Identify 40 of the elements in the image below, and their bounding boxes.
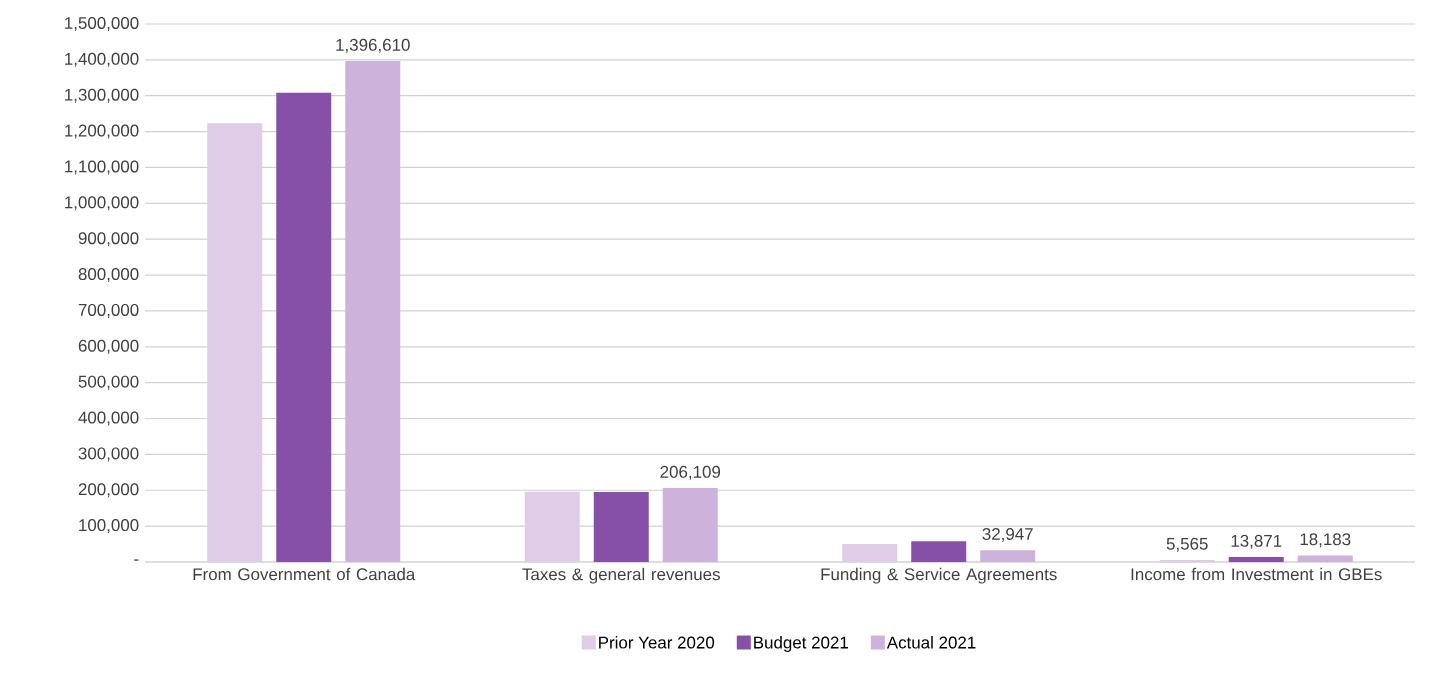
bar [276, 92, 332, 562]
y-tick-label: 1,300,000 [65, 88, 139, 103]
bar [911, 541, 967, 562]
x-tick-label: Taxes & general revenues [522, 567, 720, 584]
x-tick-label: Income from Investment in GBEs [1131, 567, 1382, 581]
y-tick-label: 600,000 [78, 339, 139, 354]
legend-label: Actual 2021 [886, 636, 976, 649]
y-tick-label: - [134, 559, 139, 561]
y-tick-label: 1,400,000 [65, 52, 139, 67]
y-tick-label: 700,000 [78, 303, 139, 318]
bar [345, 61, 401, 562]
data-label: 13,871 [1231, 534, 1282, 549]
data-label: 1,396,610 [336, 38, 410, 53]
bar [1297, 555, 1353, 562]
bar [1228, 557, 1284, 562]
bar [842, 544, 898, 562]
y-tick-label: 1,000,000 [65, 196, 139, 211]
bar [207, 123, 263, 562]
y-tick-label: 800,000 [78, 268, 139, 283]
y-tick-label: 500,000 [78, 375, 139, 390]
bar [593, 492, 649, 562]
y-tick-label: 100,000 [79, 519, 139, 534]
legend-label: Prior Year 2020 [599, 636, 715, 649]
y-tick-label: 300,000 [78, 447, 139, 462]
y-tick-label: 900,000 [78, 232, 139, 247]
data-label: 32,947 [982, 527, 1033, 542]
data-label: 5,565 [1166, 537, 1208, 552]
y-tick-label: 1,500,000 [65, 16, 139, 31]
y-tick-label: 1,200,000 [65, 124, 139, 139]
bar [524, 491, 580, 562]
y-tick-label: 400,000 [78, 411, 139, 426]
x-tick-label: Funding & Service Agreements [821, 567, 1057, 584]
legend-label: Budget 2021 [754, 636, 848, 652]
bar [662, 488, 718, 562]
y-tick-label: 1,100,000 [65, 160, 139, 175]
y-tick-label: 200,000 [78, 483, 139, 498]
data-label: 18,183 [1300, 533, 1351, 548]
bar [980, 550, 1036, 562]
x-tick-label: From Government of Canada [193, 567, 416, 581]
data-label: 206,109 [660, 465, 721, 480]
